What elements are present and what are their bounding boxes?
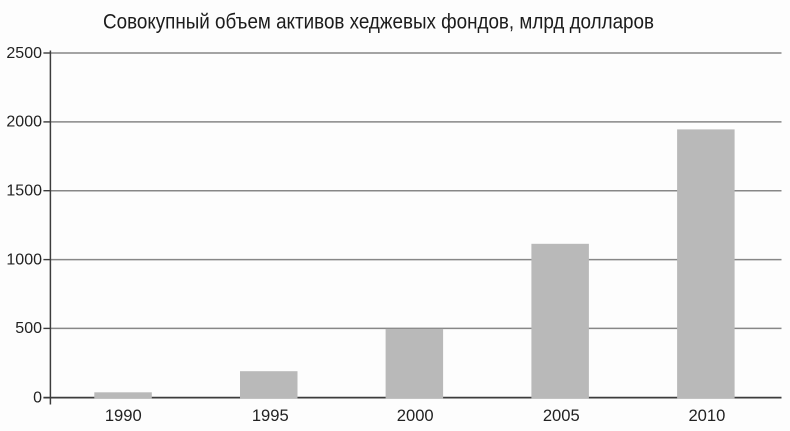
svg-text:1000: 1000 <box>6 251 42 268</box>
svg-text:0: 0 <box>33 389 42 406</box>
svg-text:2005: 2005 <box>543 406 580 425</box>
svg-text:Совокупный объем активов хедже: Совокупный объем активов хеджевых фондов… <box>103 10 654 34</box>
svg-text:500: 500 <box>15 320 42 337</box>
svg-text:1995: 1995 <box>252 406 289 425</box>
svg-text:1500: 1500 <box>6 183 42 200</box>
svg-text:2000: 2000 <box>6 114 42 131</box>
svg-text:2500: 2500 <box>6 45 42 62</box>
svg-text:2000: 2000 <box>397 406 434 425</box>
svg-text:2010: 2010 <box>688 406 725 425</box>
svg-text:1990: 1990 <box>105 406 142 425</box>
